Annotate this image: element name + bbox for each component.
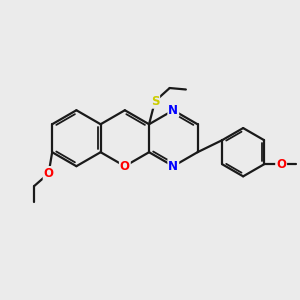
Text: N: N xyxy=(168,104,178,117)
Text: O: O xyxy=(276,158,286,171)
Text: N: N xyxy=(168,160,178,173)
Text: O: O xyxy=(44,167,54,180)
Text: O: O xyxy=(120,160,130,173)
Text: S: S xyxy=(151,95,159,108)
